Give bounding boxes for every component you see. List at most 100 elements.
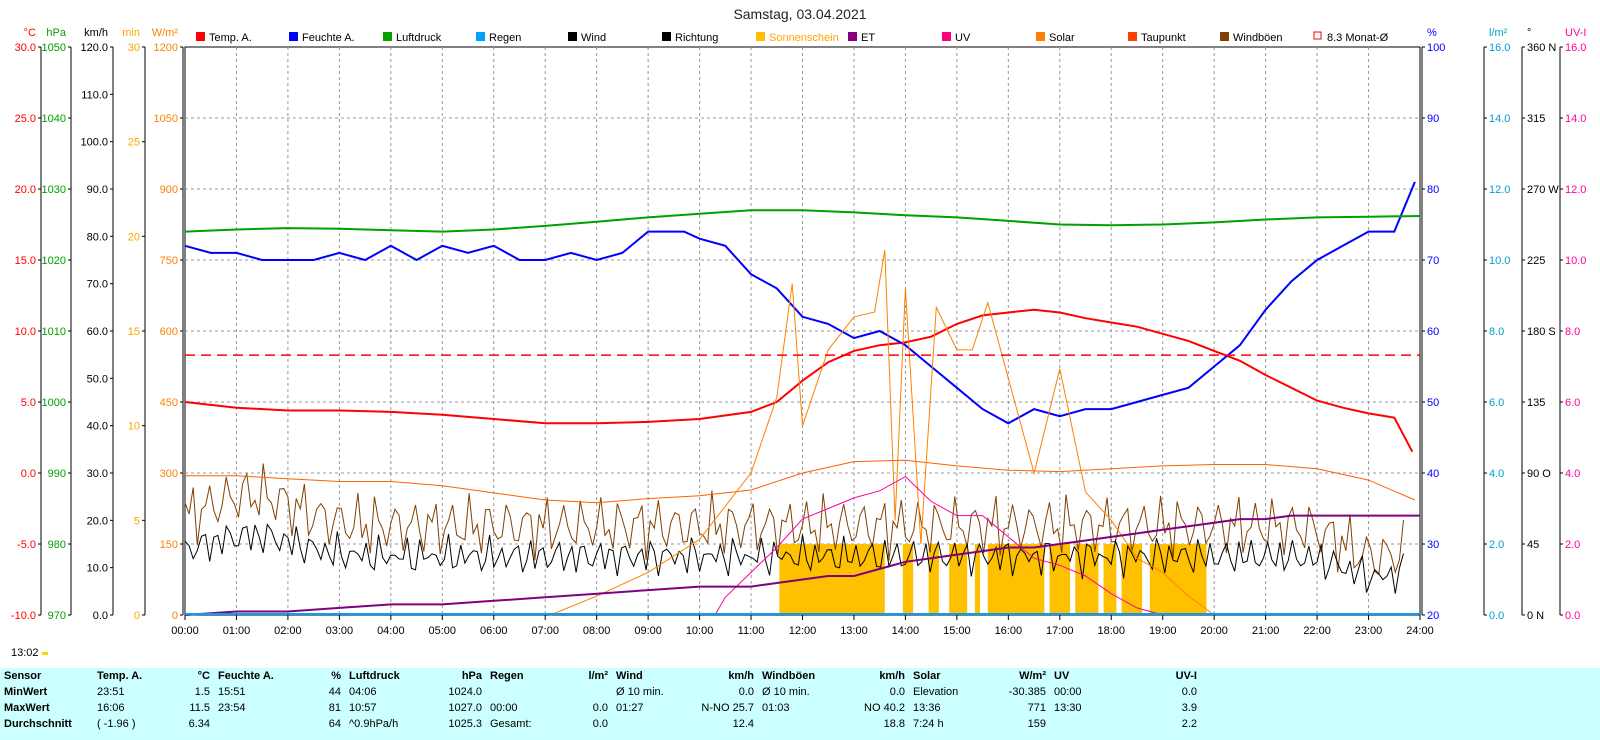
- x-tick-label: 21:00: [1252, 625, 1280, 637]
- y-tick-label: 45: [1527, 539, 1539, 551]
- y-tick-label: 180 S: [1527, 326, 1556, 338]
- x-tick-label: 24:00: [1406, 625, 1434, 637]
- stats-cell: 04:06: [349, 686, 377, 698]
- y-tick-label: 20.0: [15, 184, 36, 196]
- x-tick-label: 03:00: [326, 625, 354, 637]
- y-axis-unit: hPa: [46, 27, 66, 39]
- stats-cell: [758, 716, 836, 732]
- y-tick-label: 12.0: [1489, 184, 1510, 196]
- stats-panel: Sensor Temp. A. °C Feuchte A.% Luftdruck hPa R…: [0, 668, 1600, 740]
- legend-label: 8.3 Monat-Ø: [1327, 32, 1389, 44]
- y-axis-unit: °C: [24, 27, 36, 39]
- stats-cell: Sensor: [4, 670, 42, 682]
- stats-cell: 00:00: [490, 702, 518, 714]
- stats-cell: UV: [1054, 670, 1070, 682]
- sunrise-marker: 13:02: [11, 647, 48, 659]
- axes: 30.025.020.015.010.05.00.0-5.0-10.0°C105…: [11, 27, 1587, 622]
- x-tick-label: 15:00: [943, 625, 971, 637]
- y-tick-label: 600: [160, 326, 178, 338]
- legend-label: Solar: [1049, 32, 1075, 44]
- stats-cell: ( -1.96 ): [97, 718, 136, 730]
- y-tick-label: 15.0: [15, 255, 36, 267]
- y-tick-label: 1040: [42, 113, 66, 125]
- stats-cell: 12.4: [732, 718, 754, 730]
- y-tick-label: 16.0: [1489, 42, 1510, 54]
- stats-cell: [214, 716, 292, 732]
- series-line-windboeen: [184, 463, 1404, 576]
- stats-cell: 00:00: [1054, 686, 1082, 698]
- legend-swatch: [289, 32, 298, 41]
- y-tick-label: 1050: [42, 42, 66, 54]
- y-tick-label: 1000: [42, 397, 66, 409]
- stats-row-avg: Durchschnitt ( -1.96 ) 6.34 64 ^0.9hPa/h 1025…: [0, 716, 1201, 732]
- weather-chart: 00:00 01:00 02:00 03:00 04:00 05:00 06:00 07:00…: [11, 27, 1587, 637]
- series-lines: [184, 181, 1421, 616]
- legend-swatch: [476, 32, 485, 41]
- stats-cell: 23:54: [218, 702, 246, 714]
- stats-cell: Feuchte A.: [218, 670, 274, 682]
- y-tick-label: 8.0: [1565, 326, 1580, 338]
- y-tick-label: 20: [1427, 610, 1439, 622]
- x-tick-label: 16:00: [995, 625, 1023, 637]
- x-tick-label: 20:00: [1200, 625, 1228, 637]
- y-axis-unit: °: [1527, 27, 1531, 39]
- stats-cell: 13:36: [913, 702, 941, 714]
- y-tick-label: 40: [1427, 468, 1439, 480]
- x-tick-label: 02:00: [274, 625, 302, 637]
- y-tick-label: 10.0: [15, 326, 36, 338]
- legend: Temp. A. Feuchte A. Luftdruck Regen Wind Rich…: [196, 31, 1389, 44]
- stats-cell: MinWert: [4, 686, 48, 698]
- sunshine-bars: [779, 544, 1207, 615]
- sunshine-bar: [928, 544, 939, 615]
- stats-cell: [486, 684, 549, 700]
- stats-cell: 81: [328, 702, 341, 714]
- y-tick-label: 1200: [154, 42, 178, 54]
- stats-cell: 01:27: [616, 702, 644, 714]
- stats-cell: 7:24 h: [913, 718, 944, 730]
- y-tick-label: 300: [160, 468, 178, 480]
- y-tick-label: 6.0: [1489, 397, 1504, 409]
- y-tick-label: 1030: [42, 184, 66, 196]
- stats-cell: 0.0: [592, 702, 608, 714]
- y-tick-label: 6.0: [1565, 397, 1580, 409]
- series-line-uv: [714, 475, 1163, 616]
- legend-label: Richtung: [675, 32, 718, 44]
- stats-cell: W/m²: [1019, 670, 1046, 682]
- x-tick-label: 23:00: [1355, 625, 1383, 637]
- stats-cell: [612, 716, 680, 732]
- x-tick-label: 10:00: [686, 625, 714, 637]
- sunshine-bar: [902, 544, 914, 615]
- y-tick-label: -10.0: [11, 610, 36, 622]
- y-axis-unit: min: [122, 27, 140, 39]
- y-tick-label: 12.0: [1565, 184, 1586, 196]
- y-tick-label: 100.0: [80, 137, 108, 149]
- stats-cell: 1024.0: [448, 686, 482, 698]
- stats-cell: MaxWert: [4, 702, 50, 714]
- stats-cell: Temp. A.: [97, 670, 143, 682]
- y-tick-label: 0.0: [1489, 610, 1504, 622]
- y-tick-label: 0.0: [93, 610, 108, 622]
- legend-label: ET: [861, 32, 875, 44]
- y-tick-label: 10: [128, 421, 140, 433]
- x-tick-label: 13:00: [840, 625, 868, 637]
- y-tick-label: 10.0: [87, 563, 108, 575]
- legend-swatch: [383, 32, 392, 41]
- y-tick-label: 10.0: [1565, 255, 1586, 267]
- y-tick-label: 900: [160, 184, 178, 196]
- y-tick-label: 60: [1427, 326, 1439, 338]
- series-line-wind: [184, 523, 1404, 594]
- stats-cell: 159: [1027, 718, 1046, 730]
- legend-swatch: [1128, 32, 1137, 41]
- y-tick-label: 20: [128, 231, 140, 243]
- y-tick-label: 50.0: [87, 373, 108, 385]
- stats-cell: 13:30: [1054, 702, 1082, 714]
- series-line-taupunkt: [185, 459, 1416, 504]
- y-tick-label: 1050: [154, 113, 178, 125]
- y-tick-label: 60.0: [87, 326, 108, 338]
- sunrise-time: 13:02: [11, 647, 39, 659]
- sunshine-bar: [1075, 544, 1099, 615]
- stats-cell: -30.385: [1008, 686, 1046, 698]
- legend-swatch: [1036, 32, 1045, 41]
- sunshine-bar: [987, 544, 1045, 615]
- y-tick-label: 70.0: [87, 279, 108, 291]
